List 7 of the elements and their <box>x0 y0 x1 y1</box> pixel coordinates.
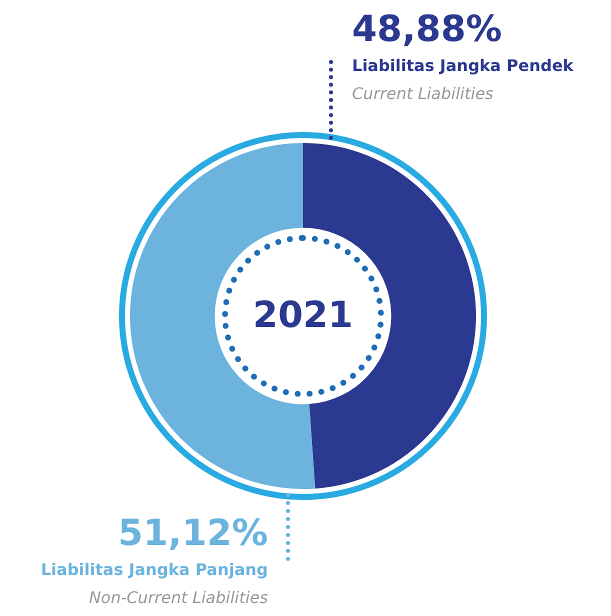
slice-label: Liabilitas Jangka Pendek <box>352 55 574 77</box>
data-label: 51,12% <box>117 512 268 556</box>
slice-label: Liabilitas Jangka Panjang <box>40 559 268 581</box>
text: Non-Current Liabilities <box>88 587 268 609</box>
text: 2021 <box>252 295 354 336</box>
data-label: 48,88% <box>352 8 503 52</box>
text: Current Liabilities <box>352 83 494 105</box>
